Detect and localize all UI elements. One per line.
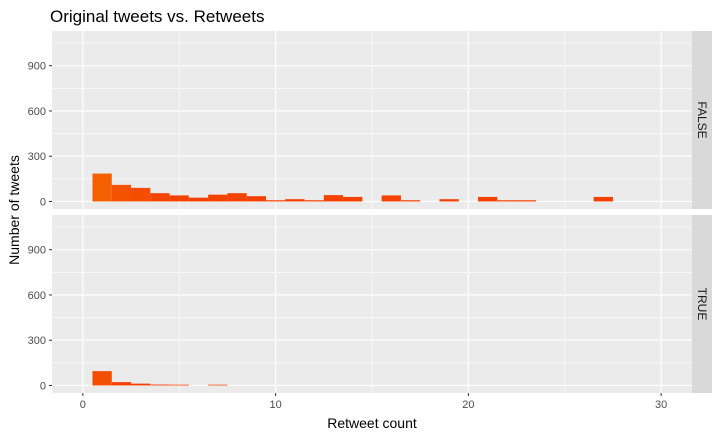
histogram-bar [208,384,228,386]
x-axis: 0 10 20 30 [80,393,667,411]
y-tick-label: 300 [28,151,46,163]
histogram-bar [381,195,401,202]
histogram-bar [131,187,151,202]
histogram-bar [111,184,132,202]
histogram-bar [227,193,247,202]
histogram-bar [593,196,613,202]
histogram-bar [131,383,151,386]
histogram-bar [343,196,363,202]
x-tick-label: 10 [269,399,281,411]
histogram-bar [150,193,170,202]
histogram-bar [92,173,112,202]
histogram-bar [497,200,517,202]
y-tick-label: 0 [40,196,46,208]
y-tick-label: 0 [40,380,46,392]
facet-panel-false: 0 300 600 900 FALSE [28,31,712,209]
histogram-bar [400,200,421,202]
histogram-bar [285,199,305,202]
y-tick-label: 900 [28,245,46,257]
histogram-bar [439,199,459,202]
x-tick-label: 20 [462,399,474,411]
histogram-bar [92,371,112,386]
y-tick-label: 600 [28,106,46,118]
histogram-bar [150,384,170,386]
y-tick-label: 600 [28,290,46,302]
x-axis-title: Retweet count [327,415,417,431]
y-tick-label: 900 [28,61,46,73]
histogram-bar [304,200,324,202]
histogram-bar [188,197,209,202]
histogram-bar [169,195,189,202]
histogram-bar [111,382,132,386]
facet-panel-true: 0 300 600 900 TRUE [28,215,712,393]
histogram-bar [265,200,286,202]
chart-title: Original tweets vs. Retweets [50,7,264,26]
facet-strip [692,215,712,393]
facet-strip-label: FALSE [695,101,709,138]
y-axis-title: Number of tweets [6,155,22,265]
facet-strip-label: TRUE [695,288,709,321]
histogram-bar [516,200,536,202]
facet-strip [692,31,712,209]
facet-panels: 0 300 600 900 FALSE 0 300 600 900 TRUE [28,31,712,393]
x-tick-label: 30 [655,399,667,411]
y-tick-label: 300 [28,335,46,347]
x-tick-label: 0 [80,399,86,411]
histogram-bar [323,195,344,202]
histogram-bar [478,196,498,202]
histogram-bar [169,384,189,386]
histogram-bar [246,196,266,202]
histogram-bar [208,194,228,202]
